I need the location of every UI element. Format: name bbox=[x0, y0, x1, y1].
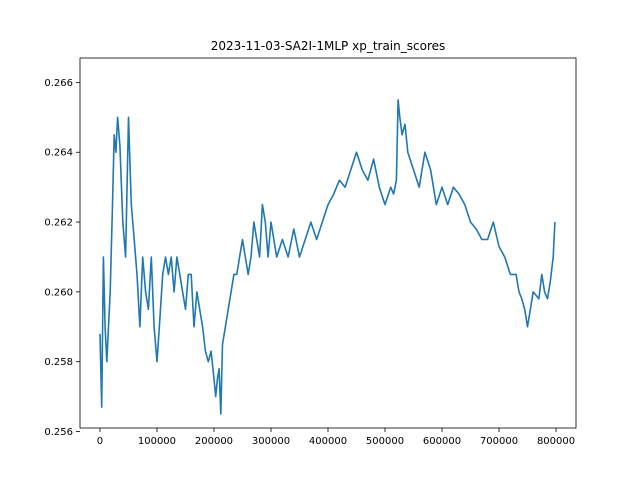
x-tick-label: 200000 bbox=[195, 436, 233, 447]
plot-area bbox=[99, 99, 556, 415]
series-line bbox=[99, 99, 556, 415]
chart-title: 2023-11-03-SA2I-1MLP xp_train_scores bbox=[211, 39, 446, 53]
y-tick-label: 0.262 bbox=[44, 218, 73, 229]
x-tick-label: 400000 bbox=[309, 436, 347, 447]
x-tick-label: 0 bbox=[97, 436, 103, 447]
x-tick-label: 700000 bbox=[480, 436, 518, 447]
x-axis: 0 100000 200000 300000 400000 500000 600000 700… bbox=[97, 428, 575, 447]
plot-frame bbox=[79, 57, 577, 429]
y-axis: 0.256 0.258 0.260 0.262 0.264 0.266 bbox=[44, 78, 80, 438]
y-tick-label: 0.264 bbox=[44, 148, 73, 159]
y-tick-label: 0.256 bbox=[44, 427, 73, 438]
y-tick-label: 0.266 bbox=[44, 78, 73, 89]
y-tick-label: 0.260 bbox=[44, 287, 73, 298]
x-tick-label: 300000 bbox=[252, 436, 290, 447]
x-tick-label: 600000 bbox=[423, 436, 461, 447]
x-tick-label: 100000 bbox=[138, 436, 176, 447]
x-tick-label: 500000 bbox=[366, 436, 404, 447]
x-tick-label: 800000 bbox=[537, 436, 575, 447]
y-tick-label: 0.258 bbox=[44, 357, 73, 368]
